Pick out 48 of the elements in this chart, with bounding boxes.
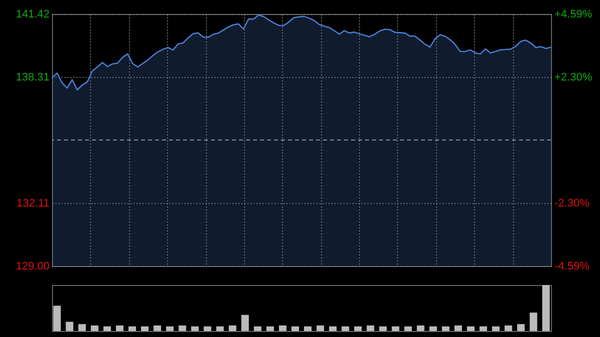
bar — [316, 325, 324, 331]
bar — [504, 325, 512, 331]
bar — [266, 326, 274, 331]
bar — [116, 325, 124, 331]
bar — [166, 326, 174, 331]
bar — [53, 306, 61, 331]
bar — [517, 324, 525, 331]
bar — [454, 325, 462, 331]
bar — [416, 325, 424, 331]
y2-tick-label: -4.59% — [554, 260, 590, 272]
y-tick-label: 129.00 — [16, 260, 50, 272]
bar — [492, 326, 500, 331]
y-tick-label: 132.11 — [16, 197, 50, 210]
bar — [228, 325, 236, 331]
bar — [78, 324, 86, 331]
bar — [128, 326, 136, 331]
bar — [66, 322, 74, 331]
bar — [429, 326, 437, 331]
bar — [241, 314, 249, 331]
bar — [404, 326, 412, 331]
bar — [254, 326, 262, 331]
y-tick-label: 138.31 — [16, 72, 50, 84]
bar — [216, 326, 224, 331]
bar — [354, 326, 362, 331]
bar — [103, 326, 111, 331]
y-tick-label: 141.42 — [16, 8, 50, 20]
bar — [342, 326, 350, 331]
bar — [141, 326, 149, 331]
bar — [291, 326, 299, 331]
y2-tick-label: +4.59% — [554, 8, 592, 20]
y2-tick-label: -2.30% — [554, 198, 590, 210]
bar — [442, 326, 450, 331]
bar — [466, 326, 475, 331]
bar — [90, 325, 98, 331]
y2-tick-label: +2.30% — [554, 71, 592, 84]
bar — [542, 285, 550, 331]
bar — [480, 326, 488, 331]
bar — [530, 312, 538, 331]
bar — [191, 326, 199, 331]
bar — [154, 325, 162, 331]
bar — [204, 326, 212, 331]
bar — [392, 326, 400, 331]
bar — [304, 326, 312, 331]
bar — [178, 325, 186, 331]
bar — [329, 326, 337, 331]
bar — [379, 326, 387, 331]
bar — [366, 325, 374, 331]
bar — [278, 325, 286, 331]
